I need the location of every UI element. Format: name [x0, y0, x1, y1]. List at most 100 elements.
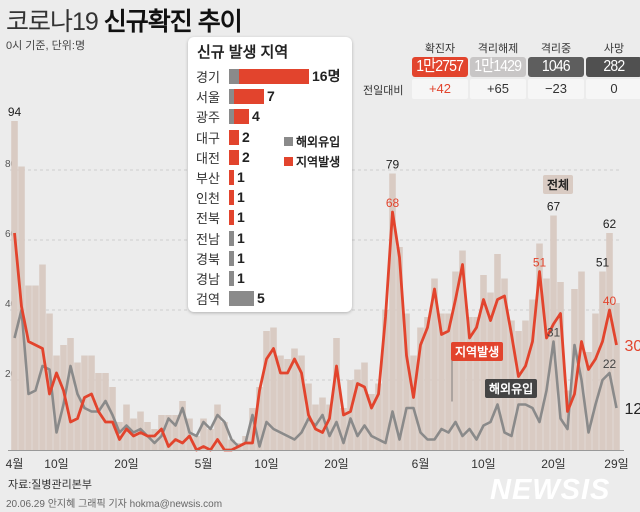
- bar-total: [277, 355, 284, 450]
- stat-value-isolated: 1046: [528, 57, 584, 77]
- region-row: 부산 1: [188, 167, 352, 187]
- data-label: 31: [547, 326, 561, 340]
- region-bars: 5: [229, 291, 265, 307]
- stat-diff: −23: [528, 79, 584, 99]
- data-label: 79: [386, 158, 400, 172]
- bar-total: [410, 355, 417, 450]
- bar-total: [368, 394, 375, 450]
- region-name: 대전: [196, 150, 220, 166]
- region-local-bar: [234, 109, 249, 125]
- bar-total: [480, 275, 487, 450]
- data-label: 62: [603, 217, 617, 231]
- stat-value-released: 1만1429: [470, 57, 526, 77]
- y-tick-label: 60: [5, 229, 17, 240]
- bar-total: [585, 352, 592, 450]
- region-bars: 1: [229, 271, 245, 286]
- bar-total: [326, 404, 333, 450]
- bar-total: [67, 338, 74, 450]
- bar-total: [592, 313, 599, 450]
- stat-value-text: 282: [603, 58, 626, 75]
- region-local-bar: [229, 210, 234, 226]
- x-tick-label: 10일: [254, 457, 278, 471]
- bar-total: [347, 380, 354, 450]
- region-local-bar: [234, 89, 264, 105]
- region-row: 대구 2: [188, 127, 352, 147]
- bar-total: [431, 278, 438, 450]
- region-value: 1: [237, 189, 245, 206]
- region-name: 부산: [196, 171, 220, 186]
- region-bars: 7: [229, 89, 275, 105]
- bar-total: [249, 408, 256, 450]
- stat-diff: 0: [586, 79, 640, 99]
- region-value: 2: [242, 128, 250, 145]
- bar-total: [389, 173, 396, 450]
- region-name: 경기: [196, 70, 220, 85]
- data-label: 94: [8, 105, 22, 119]
- stat-diff: +65: [470, 79, 526, 99]
- legend-local: 지역발생: [284, 153, 340, 170]
- bar-total: [102, 373, 109, 450]
- region-row: 서울 7: [188, 86, 352, 106]
- credit-line: 20.06.29 안지혜 그래픽 기자 hokma@newsis.com: [6, 499, 223, 510]
- region-local-bar: [229, 149, 239, 165]
- bar-total: [529, 299, 536, 450]
- region-imported-bar: [229, 69, 239, 84]
- region-name: 서울: [196, 90, 220, 106]
- bar-total: [81, 355, 88, 450]
- region-row: 광주 4: [188, 106, 352, 126]
- region-name: 전남: [196, 231, 220, 247]
- bar-total: [417, 327, 424, 450]
- region-row: 경남 1: [188, 268, 352, 288]
- y-tick-label: 40: [5, 299, 17, 310]
- stat-label: 사망: [603, 43, 625, 55]
- inset-title: 신규 발생 지역: [197, 44, 289, 61]
- bar-total: [11, 121, 18, 450]
- region-local-bar: [229, 190, 234, 206]
- x-tick-label: 10일: [471, 457, 495, 471]
- bar-total: [298, 355, 305, 450]
- bar-total: [25, 285, 32, 450]
- region-bars: 2: [229, 128, 250, 145]
- region-row: 대전 2: [188, 147, 352, 167]
- data-label: 40: [603, 294, 617, 308]
- bar-total: [340, 408, 347, 450]
- bar-total: [165, 415, 172, 450]
- bar-total: [501, 278, 508, 450]
- region-local-bar: [229, 170, 234, 185]
- data-label: 68: [386, 196, 400, 210]
- bar-total: [207, 429, 214, 450]
- bar-total: [53, 355, 60, 450]
- region-name: 경북: [196, 251, 220, 267]
- title-light: 코로나19: [6, 8, 99, 36]
- region-name: 대구: [196, 130, 220, 146]
- bar-total: [396, 247, 403, 450]
- x-tick-label: 20일: [541, 457, 565, 471]
- region-name: 광주: [196, 110, 220, 126]
- bar-total: [151, 429, 158, 450]
- bar-total: [403, 313, 410, 450]
- data-label: 51: [596, 256, 610, 270]
- region-value: 1: [237, 209, 245, 226]
- region-local-bar: [229, 129, 239, 145]
- stat-value-text: 1046: [542, 58, 571, 75]
- bar-total: [200, 418, 207, 450]
- bar-total: [221, 422, 228, 450]
- subtitle: 0시 기준, 단위:명: [6, 40, 86, 52]
- region-row: 검역 5: [188, 288, 352, 308]
- stat-label: 확진자: [424, 43, 456, 55]
- line-imported: [13, 308, 618, 448]
- legend-label: 해외유입: [296, 135, 341, 149]
- page-title: 코로나19 신규확진 추이: [6, 2, 243, 38]
- bar-total: [74, 362, 81, 450]
- legend-label: 지역발생: [296, 155, 341, 169]
- diff-label: 전일대비: [363, 85, 404, 97]
- bar-total: [333, 338, 340, 450]
- region-bars: 1: [229, 209, 245, 226]
- region-value: 16명: [312, 68, 341, 84]
- region-bars: 2: [229, 149, 250, 165]
- y-tick-label: 80: [5, 159, 17, 170]
- bar-total: [424, 317, 431, 450]
- stat-value-deaths: 282: [586, 57, 640, 77]
- y-tick-label: 20: [5, 369, 17, 380]
- region-imported-bar: [229, 89, 234, 105]
